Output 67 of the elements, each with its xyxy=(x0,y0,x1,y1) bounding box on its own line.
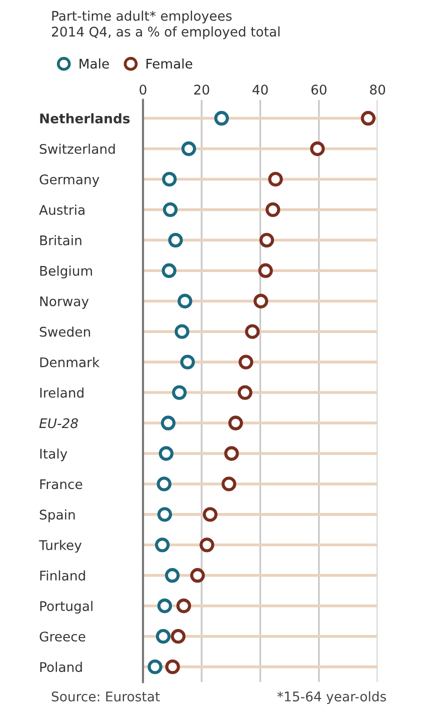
legend-label: Female xyxy=(146,58,192,69)
point xyxy=(222,476,236,492)
point xyxy=(162,202,178,218)
y-tick-label: Norway xyxy=(40,296,89,309)
y-tick-label: Britain xyxy=(40,235,82,246)
chart-subtitle: Part-time adult* employees 2014 Q4, as a % of employed total xyxy=(52,10,280,40)
y-tick-label: Turkey xyxy=(38,540,82,553)
x-tick-label: 60 xyxy=(311,84,326,95)
y-tick-label: Italy xyxy=(40,448,68,462)
y-tick-label: Finland xyxy=(40,570,85,581)
legend-label: Male xyxy=(80,58,109,69)
point xyxy=(156,476,172,492)
point xyxy=(160,416,176,430)
x-tick-label: 40 xyxy=(252,84,268,95)
point xyxy=(310,141,325,156)
point xyxy=(168,232,183,248)
y-tick-label: Spain xyxy=(40,509,75,522)
y-tick-label: Poland xyxy=(40,662,82,672)
point xyxy=(245,324,260,339)
y-tick-label: Denmark xyxy=(40,357,100,368)
point xyxy=(176,598,192,614)
point xyxy=(172,385,187,400)
point xyxy=(238,385,252,400)
x-tick-label: 20 xyxy=(194,84,210,95)
point xyxy=(228,416,243,430)
point xyxy=(155,538,170,552)
point xyxy=(266,202,280,218)
point xyxy=(178,294,192,308)
y-tick-label: Germany xyxy=(40,174,100,187)
point xyxy=(156,629,171,644)
point xyxy=(224,446,239,461)
x-tick-label: 80 xyxy=(370,84,386,95)
text: *15-64 year-olds xyxy=(277,691,386,704)
y-tick-label: Portugal xyxy=(40,600,92,614)
point xyxy=(238,354,254,370)
point xyxy=(158,446,174,461)
point xyxy=(170,629,186,644)
point xyxy=(202,507,218,522)
point xyxy=(157,507,172,522)
x-tick-label: 0 xyxy=(140,84,146,95)
point xyxy=(268,172,283,187)
y-tick-label: Netherlands xyxy=(40,113,130,124)
point xyxy=(181,141,196,156)
point xyxy=(157,598,172,614)
point xyxy=(165,659,180,674)
y-tick-label: Austria xyxy=(39,204,84,215)
y-tick-label: Sweden xyxy=(40,326,90,337)
point xyxy=(174,324,190,339)
y-tick-label: Switzerland xyxy=(40,144,115,154)
y-tick-label: France xyxy=(40,479,82,490)
point xyxy=(162,172,177,187)
point xyxy=(180,354,195,370)
point xyxy=(200,538,214,552)
point xyxy=(164,568,180,583)
point xyxy=(214,110,229,126)
y-tick-label: Ireland xyxy=(40,388,84,398)
point xyxy=(258,263,273,278)
source-note: Source: Eurostat xyxy=(52,692,160,702)
point xyxy=(254,294,268,308)
point xyxy=(259,232,274,248)
point xyxy=(360,110,376,126)
y-tick-label: Belgium xyxy=(40,266,92,278)
y-tick-label: EU-28 xyxy=(39,418,78,428)
y-tick-label: Greece xyxy=(40,632,86,642)
point xyxy=(162,263,176,278)
point xyxy=(190,568,205,583)
point xyxy=(148,659,162,674)
